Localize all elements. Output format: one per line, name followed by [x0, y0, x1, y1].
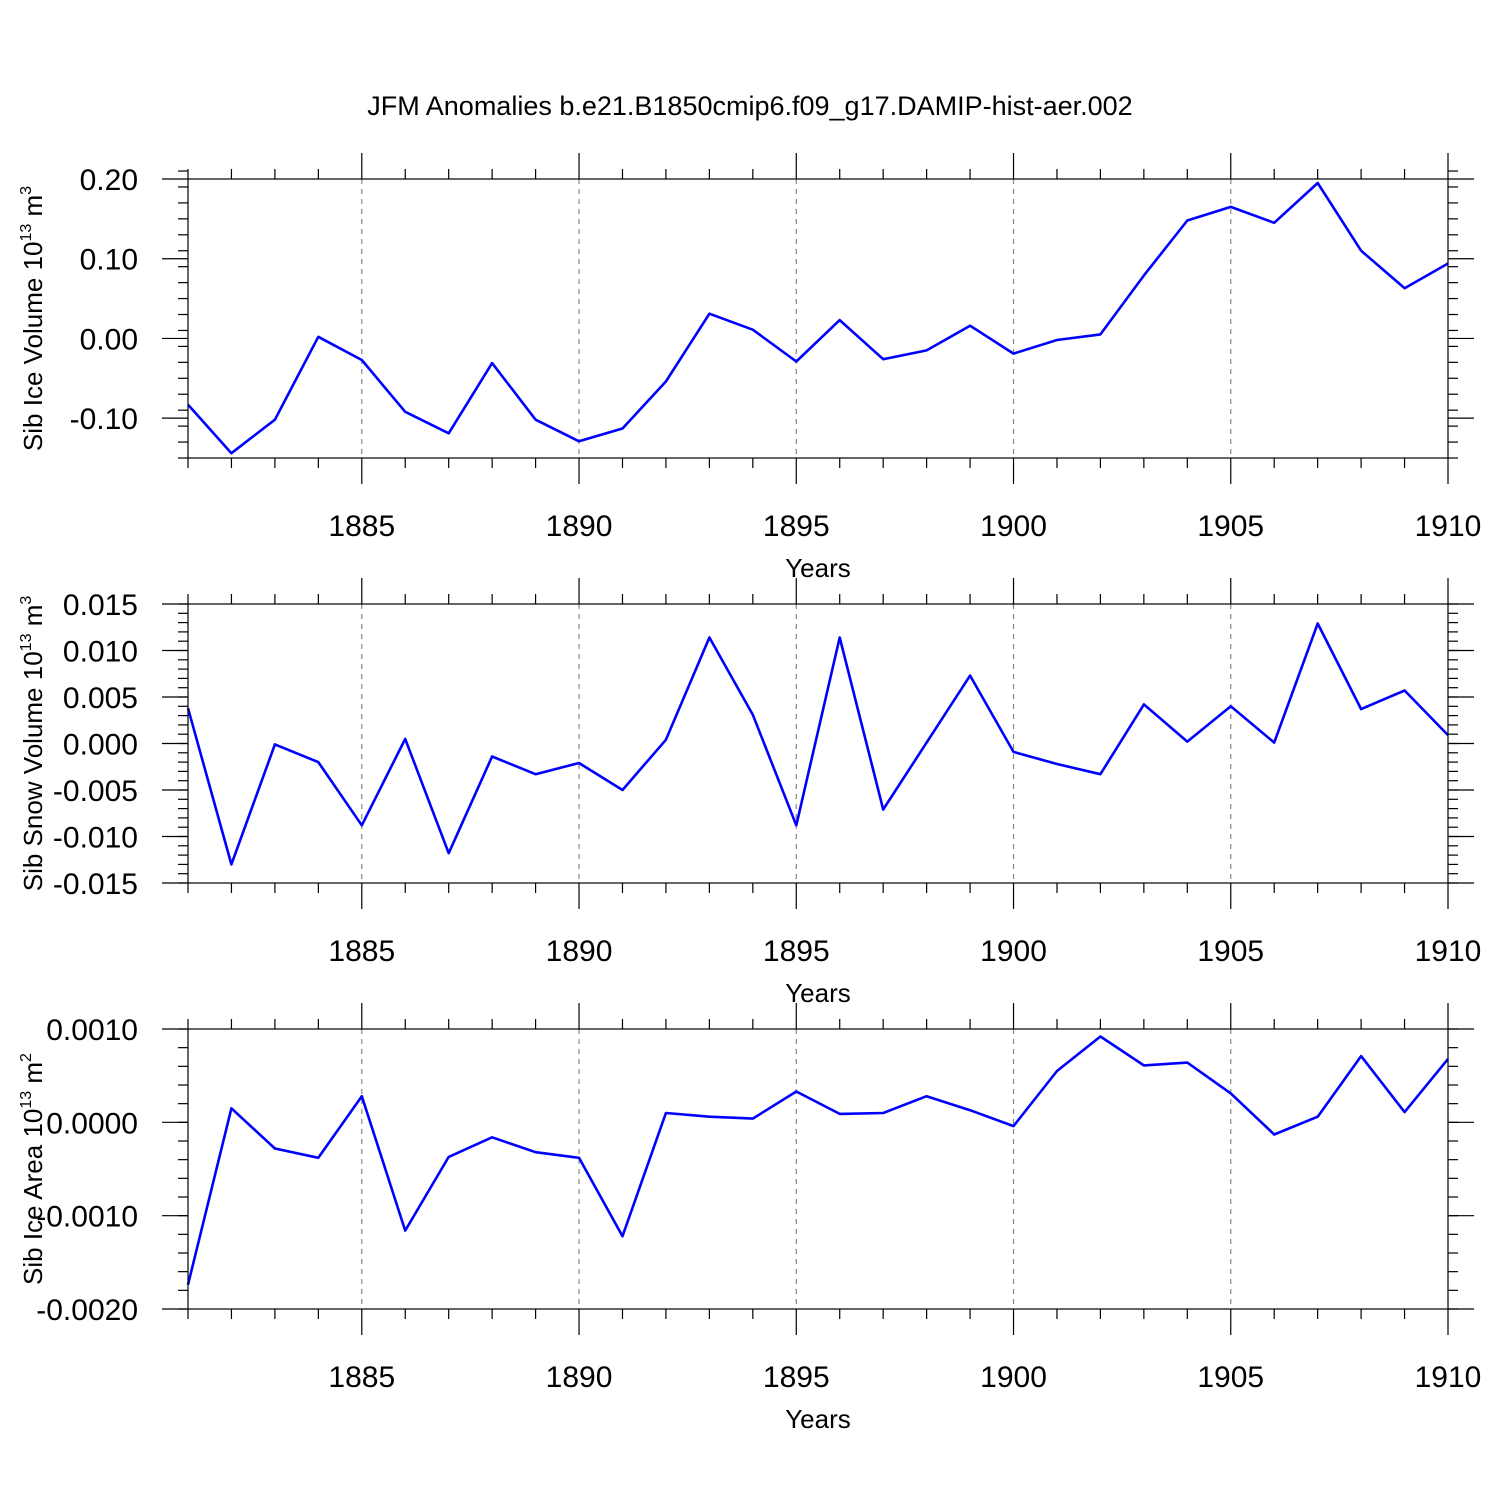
- chart-panels: -0.10 0.00 0.10 0.20 1885 1890 1895 1900 1905 191…: [18, 153, 1481, 1434]
- y-tick-label: 0.10: [80, 244, 138, 277]
- series-line: [186, 1035, 1450, 1286]
- x-tick-label: 1900: [980, 510, 1047, 543]
- series-line: [186, 622, 1449, 866]
- y-tick-label: -0.10: [70, 403, 138, 436]
- x-tick-label: 1890: [546, 1361, 613, 1394]
- y-axis-label: Sib Ice Area 1013 m2: [18, 1053, 48, 1285]
- y-tick-label: 0.0010: [46, 1014, 138, 1047]
- chart-title: JFM Anomalies b.e21.B1850cmip6.f09_g17.D…: [367, 91, 1132, 121]
- x-axis-label: Years: [785, 1404, 851, 1434]
- x-tick-label: 1905: [1197, 510, 1264, 543]
- x-tick-label: 1895: [763, 510, 830, 543]
- x-tick-label: 1890: [546, 935, 613, 968]
- plot-frame: [187, 603, 1449, 884]
- x-tick-label: 1885: [328, 510, 395, 543]
- x-tick-label: 1900: [980, 935, 1047, 968]
- x-tick-label: 1910: [1415, 935, 1482, 968]
- x-axis-label: Years: [785, 553, 851, 583]
- y-tick-label: -0.010: [53, 822, 138, 855]
- x-tick-label: 1910: [1415, 510, 1482, 543]
- plot-frame: [187, 1028, 1449, 1310]
- x-tick-label: 1895: [763, 1361, 830, 1394]
- x-tick-label: 1900: [980, 1361, 1047, 1394]
- x-tick-label: 1905: [1197, 1361, 1264, 1394]
- y-tick-label: 0.005: [63, 682, 138, 715]
- y-tick-label: -0.0010: [36, 1201, 138, 1234]
- x-tick-label: 1885: [328, 1361, 395, 1394]
- x-tick-label: 1905: [1197, 935, 1264, 968]
- series-line: [187, 181, 1449, 455]
- y-tick-label: 0.000: [63, 729, 138, 762]
- y-tick-label: -0.0020: [36, 1294, 138, 1327]
- y-tick-label: 0.010: [63, 636, 138, 669]
- y-tick-label: 0.0000: [46, 1107, 138, 1140]
- x-tick-label: 1910: [1415, 1361, 1482, 1394]
- y-tick-label: -0.015: [53, 868, 138, 901]
- y-tick-label: -0.005: [53, 775, 138, 808]
- panel-ice-area: -0.0020 -0.0010 0.0000 0.0010 1885 1890 1895 19…: [18, 1003, 1481, 1434]
- x-axis-label: Years: [785, 978, 851, 1008]
- plot-frame: [187, 178, 1449, 459]
- x-tick-label: 1885: [328, 935, 395, 968]
- y-axis-label: Sib Snow Volume 1013 m3: [18, 596, 48, 892]
- x-tick-label: 1890: [546, 510, 613, 543]
- panel-ice-volume: -0.10 0.00 0.10 0.20 1885 1890 1895 1900 1905 191…: [18, 153, 1481, 583]
- y-tick-label: 0.00: [80, 323, 138, 356]
- panel-snow-volume: -0.015 -0.010 -0.005 0.000 0.005 0.010 0.015 18…: [18, 578, 1481, 1008]
- x-tick-label: 1895: [763, 935, 830, 968]
- y-tick-label: 0.20: [80, 164, 138, 197]
- y-tick-label: 0.015: [63, 589, 138, 622]
- y-axis-label: Sib Ice Volume 1013 m3: [18, 186, 48, 451]
